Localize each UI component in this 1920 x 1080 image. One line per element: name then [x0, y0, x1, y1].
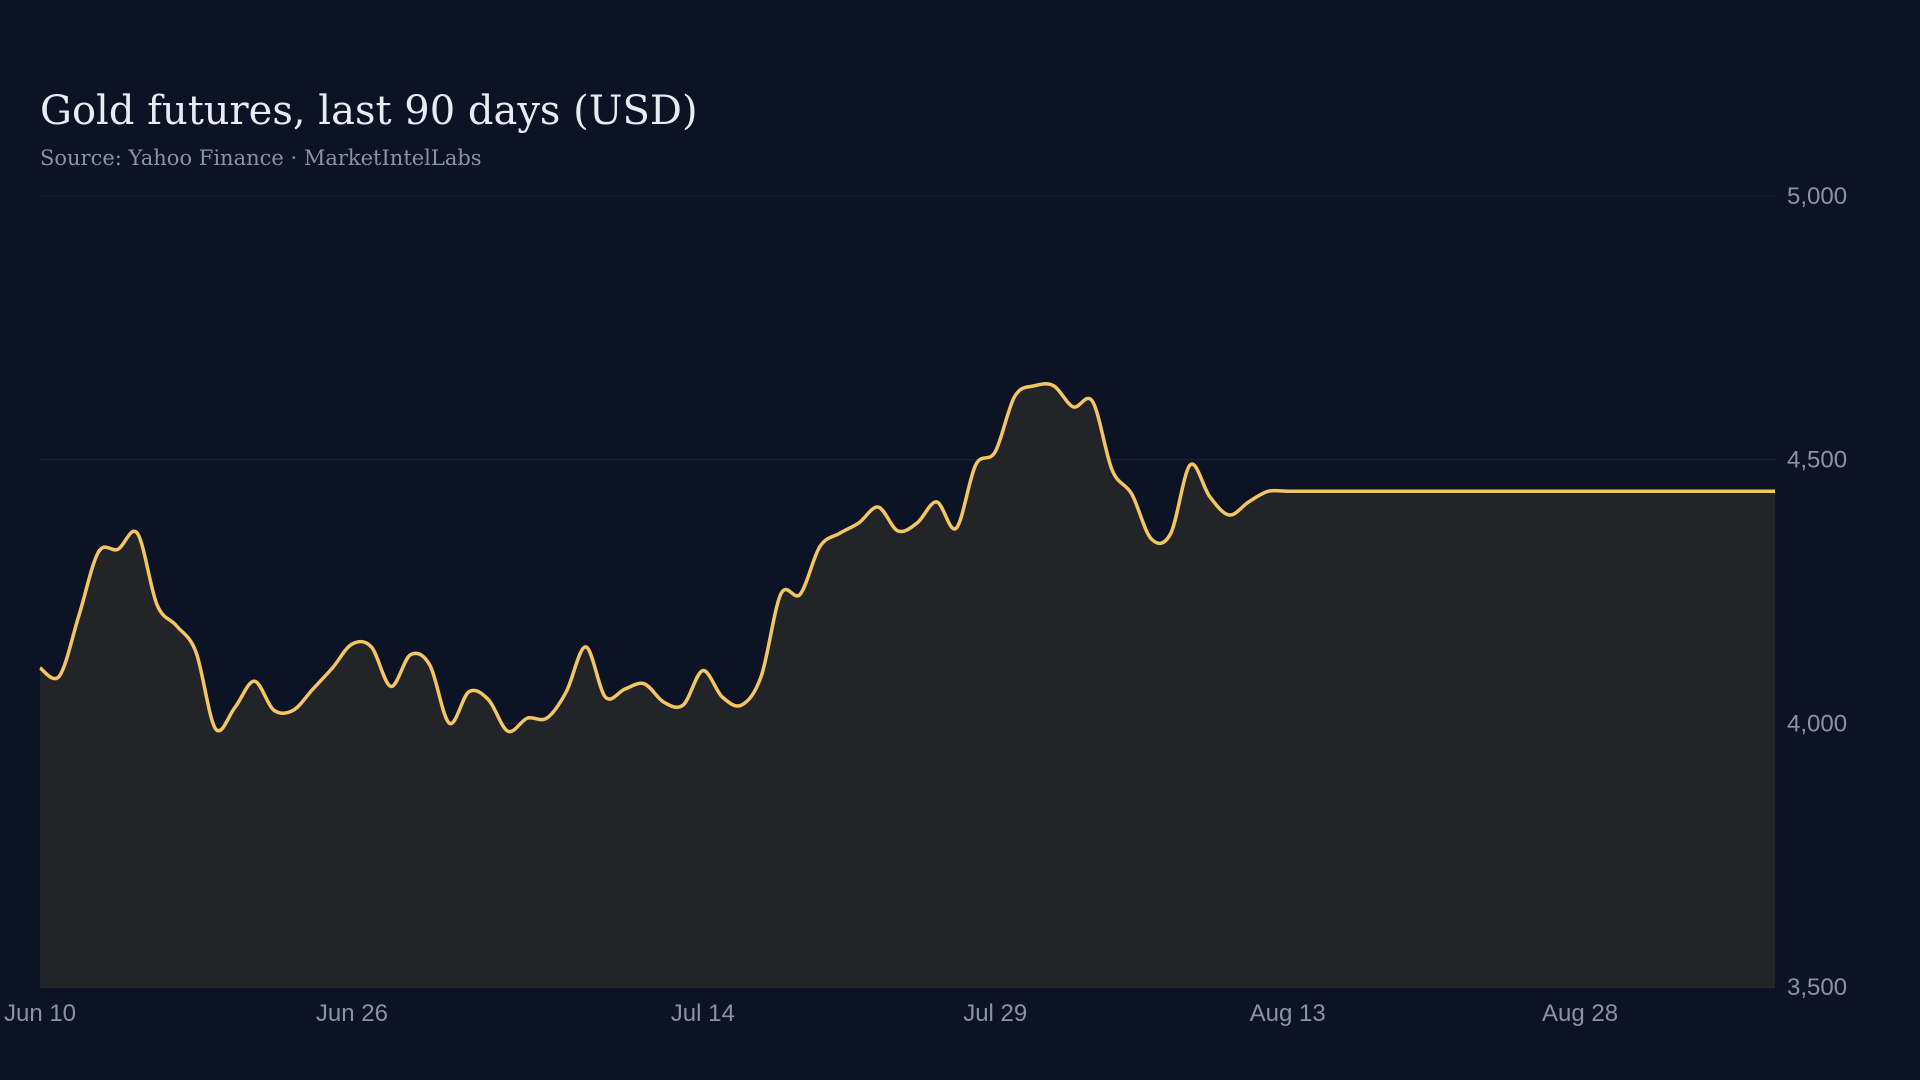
series-area: [40, 383, 1775, 987]
x-tick-label: Aug 13: [1250, 1000, 1326, 1027]
y-axis: 5,000 4,500 4,000 3,500: [1787, 183, 1847, 1001]
chart-title: Gold futures, last 90 days (USD): [40, 88, 698, 134]
x-tick-label: Jun 10: [4, 1000, 76, 1027]
x-tick-label: Jul 14: [671, 1000, 735, 1027]
x-tick-label: Jul 29: [963, 1000, 1027, 1027]
y-tick-label: 4,500: [1787, 447, 1847, 474]
x-tick-label: Aug 28: [1542, 1000, 1618, 1027]
chart-subtitle: Source: Yahoo Finance · MarketIntelLabs: [40, 146, 482, 170]
y-tick-label: 3,500: [1787, 974, 1847, 1001]
series-line: [38, 382, 1775, 734]
x-tick-label: Jun 26: [316, 1000, 388, 1027]
x-axis: Jun 10 Jun 26 Jul 14 Jul 29 Aug 13 Aug 28: [4, 1000, 1618, 1027]
y-tick-label: 5,000: [1787, 183, 1847, 210]
y-tick-label: 4,000: [1787, 710, 1847, 737]
